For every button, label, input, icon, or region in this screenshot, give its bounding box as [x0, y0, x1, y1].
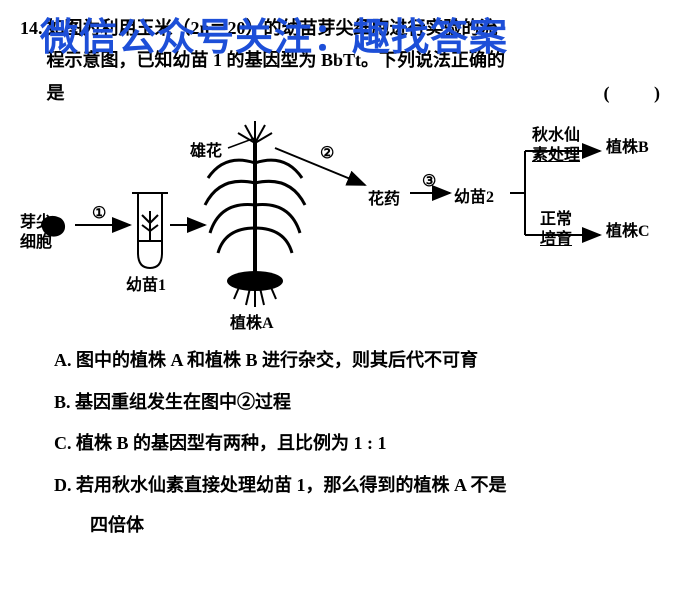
stem-line-1: 如图为利用玉米（2n＝20）的幼苗芽尖细胞进行实验的流 [47, 18, 498, 38]
label-colchicine-2: 素处理 [532, 141, 580, 165]
option-d-line2: 四倍体 [54, 506, 680, 546]
stem-line-3: 是 [47, 83, 65, 103]
stem-line-2: 程示意图，已知幼苗 1 的基因型为 BbTt。下列说法正确的 [47, 50, 506, 70]
label-plant-c: 植株C [606, 217, 650, 241]
label-normal-2: 培育 [540, 225, 572, 249]
question-block: 14. 如图为利用玉米（2n＝20）的幼苗芽尖细胞进行实验的流 程示意图，已知幼… [0, 0, 700, 109]
option-d-line1: D. 若用秋水仙素直接处理幼苗 1，那么得到的植株 A 不是 [54, 475, 507, 495]
options-block: A. 图中的植株 A 和植株 B 进行杂交，则其后代不可育 B. 基因重组发生在… [0, 341, 700, 545]
test-tube-icon [132, 193, 168, 268]
label-seedling-1: 幼苗1 [126, 271, 166, 295]
flow-diagram: 芽尖 细胞 ① 幼苗1 植株A 雄花 ② 花药 ③ 幼苗2 秋水仙 素处理 植株… [20, 113, 680, 333]
question-text: 如图为利用玉米（2n＝20）的幼苗芽尖细胞进行实验的流 程示意图，已知幼苗 1 … [47, 12, 681, 109]
label-plant-b: 植株B [606, 133, 649, 157]
label-cell: 细胞 [20, 228, 52, 252]
option-d: D. 若用秋水仙素直接处理幼苗 1，那么得到的植株 A 不是 四倍体 [54, 466, 680, 545]
option-b: B. 基因重组发生在图中②过程 [54, 383, 680, 423]
option-a: A. 图中的植株 A 和植株 B 进行杂交，则其后代不可育 [54, 341, 680, 381]
question-number: 14. [20, 12, 43, 109]
label-step-2: ② [320, 143, 334, 163]
diagram-svg [20, 113, 680, 333]
label-seedling-2: 幼苗2 [454, 183, 494, 207]
label-male-flower: 雄花 [190, 137, 222, 161]
label-step-1: ① [92, 203, 106, 223]
label-anther: 花药 [368, 185, 400, 209]
label-plant-a: 植株A [230, 309, 274, 333]
option-c: C. 植株 B 的基因型有两种，且比例为 1 : 1 [54, 424, 680, 464]
label-step-3: ③ [422, 171, 436, 191]
question-stem: 14. 如图为利用玉米（2n＝20）的幼苗芽尖细胞进行实验的流 程示意图，已知幼… [20, 12, 680, 109]
answer-paren: ( ) [604, 77, 681, 109]
